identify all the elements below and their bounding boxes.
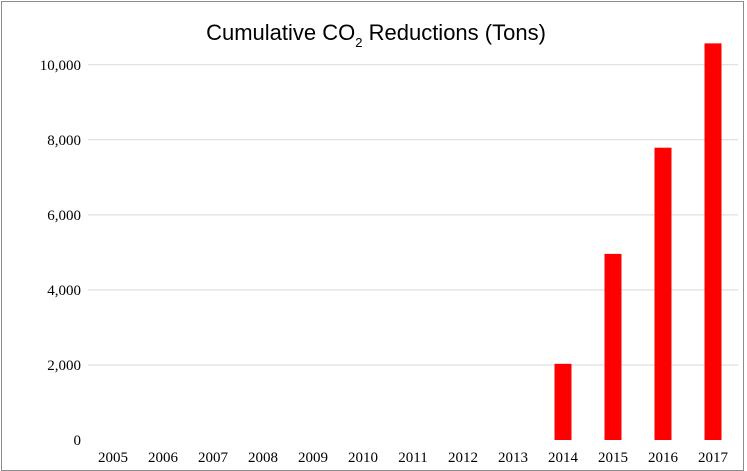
chart-title: Cumulative CO2 Reductions (Tons) bbox=[206, 20, 546, 50]
chart-title-subscript: 2 bbox=[355, 35, 362, 50]
y-tick-label: 2,000 bbox=[47, 358, 81, 374]
x-axis-tick-labels: 2005 2006 2007 2008 2009 2010 2011 2012 2013 2014… bbox=[98, 450, 729, 466]
y-tick-label: 8,000 bbox=[47, 133, 81, 149]
bar-2015 bbox=[604, 253, 622, 440]
y-tick-label: 10,000 bbox=[40, 58, 81, 74]
x-tick-label: 2011 bbox=[398, 450, 427, 466]
x-tick-label: 2016 bbox=[648, 450, 679, 466]
x-tick-label: 2017 bbox=[698, 450, 729, 466]
x-tick-label: 2007 bbox=[198, 450, 229, 466]
gridlines bbox=[88, 64, 738, 366]
bar-2017 bbox=[704, 43, 722, 441]
y-tick-label: 6,000 bbox=[47, 208, 81, 224]
x-tick-label: 2014 bbox=[548, 450, 579, 466]
x-tick-label: 2009 bbox=[298, 450, 328, 466]
x-tick-label: 2012 bbox=[448, 450, 478, 466]
x-tick-label: 2015 bbox=[598, 450, 628, 466]
bar-2014 bbox=[554, 363, 572, 440]
x-tick-label: 2013 bbox=[498, 450, 528, 466]
y-tick-label: 4,000 bbox=[47, 283, 81, 299]
x-tick-label: 2006 bbox=[148, 450, 179, 466]
bars bbox=[554, 43, 722, 441]
chart-title-main: Cumulative CO bbox=[206, 20, 355, 45]
chart-title-rest: Reductions (Tons) bbox=[362, 20, 545, 45]
x-tick-label: 2010 bbox=[348, 450, 378, 466]
y-tick-label: 0 bbox=[74, 433, 82, 449]
bar-2016 bbox=[654, 147, 672, 441]
x-tick-label: 2008 bbox=[248, 450, 278, 466]
x-tick-label: 2005 bbox=[98, 450, 128, 466]
y-axis-tick-labels: 0 2,000 4,000 6,000 8,000 10,000 bbox=[40, 58, 81, 449]
